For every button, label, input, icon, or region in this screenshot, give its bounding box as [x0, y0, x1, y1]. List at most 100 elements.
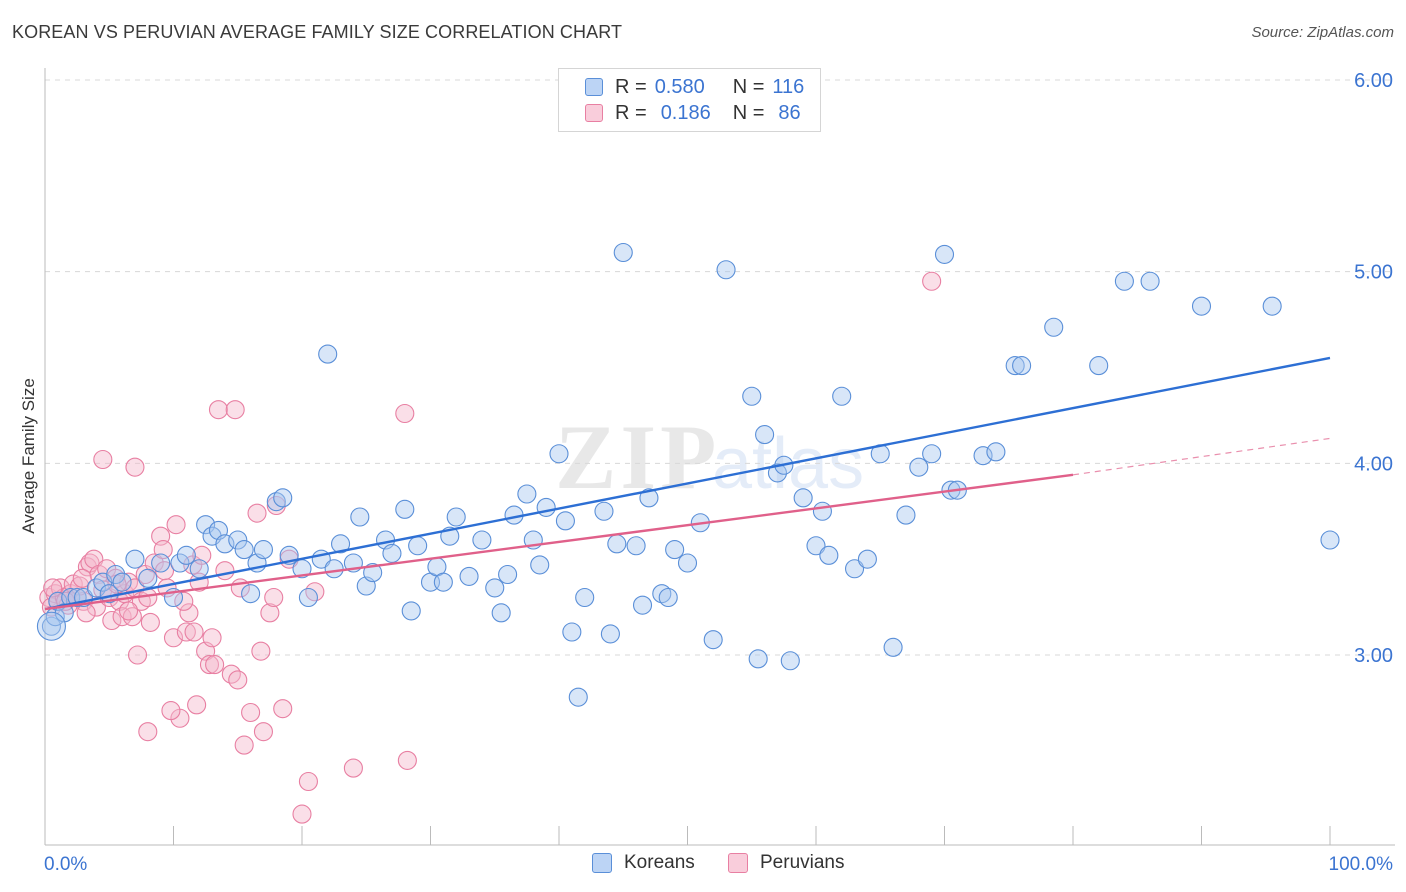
- r-label: R =: [615, 75, 647, 98]
- korean-point: [472, 530, 492, 550]
- korean-point: [176, 545, 196, 565]
- peruvian-point: [118, 601, 139, 621]
- korean-point: [517, 484, 537, 504]
- peruvian-point: [125, 457, 145, 477]
- peruvian-point: [264, 587, 284, 608]
- korean-point: [716, 260, 736, 280]
- peruvian-point: [298, 771, 318, 792]
- peruvian-point: [140, 612, 160, 632]
- korean-point: [742, 386, 762, 406]
- x-tick-label: 0.0%: [44, 854, 87, 875]
- peruvian-swatch: [728, 853, 748, 873]
- legend-row-koreans: R = 0.580 N = 116: [585, 74, 804, 100]
- korean-point: [594, 501, 614, 521]
- legend-item-peruvians: Peruvians: [728, 852, 845, 874]
- peruvian-point: [93, 449, 113, 470]
- legend-item-koreans: Koreans: [592, 852, 695, 874]
- peruvian-point: [234, 735, 254, 755]
- korean-point: [106, 564, 126, 585]
- korean-point: [1089, 356, 1109, 376]
- peruvian-trend-extension: [1072, 437, 1331, 476]
- y-tick-label: 5.00: [1354, 262, 1393, 284]
- peruvian-point: [228, 670, 248, 690]
- korean-point: [555, 511, 575, 531]
- korean-point: [41, 616, 61, 636]
- peruvian-point: [241, 702, 261, 723]
- korean-point: [632, 595, 653, 615]
- peruvian-point: [166, 515, 186, 535]
- peruvian-point: [251, 641, 271, 661]
- korean-point: [934, 244, 955, 264]
- peruvian-point: [102, 610, 122, 631]
- korean-point: [780, 651, 800, 671]
- korean-point: [677, 553, 698, 573]
- korean-point: [459, 566, 479, 586]
- peruvian-point: [397, 750, 417, 770]
- korean-point: [922, 444, 942, 464]
- korean-point: [568, 687, 588, 707]
- x-tick-label: 100.0%: [1329, 854, 1394, 875]
- korean-point: [446, 507, 466, 527]
- peruvian-point: [253, 722, 274, 742]
- korean-point: [819, 545, 839, 565]
- legend-label: Peruvians: [760, 852, 845, 873]
- korean-point: [812, 501, 832, 521]
- korean-point: [857, 549, 877, 569]
- korean-point: [1191, 296, 1212, 316]
- korean-point: [703, 630, 723, 650]
- korean-point: [536, 497, 556, 517]
- korean-point: [639, 488, 659, 508]
- watermark: ZIP atlas: [555, 406, 864, 508]
- n-label: N =: [732, 101, 765, 124]
- peruvian-point: [343, 758, 363, 778]
- korean-point: [215, 534, 235, 554]
- korean-point: [1114, 271, 1134, 291]
- korean-point: [896, 505, 916, 525]
- korean-point: [253, 540, 274, 560]
- peruvian-point: [187, 695, 207, 715]
- korean-point: [330, 534, 351, 554]
- source-label: Source: ZipAtlas.com: [1251, 24, 1394, 41]
- series-legend: Koreans Peruvians: [0, 852, 1406, 878]
- peruvian-point: [202, 628, 222, 648]
- peruvian-point: [215, 561, 235, 581]
- korean-point: [170, 553, 190, 573]
- y-tick-label: 3.00: [1354, 645, 1393, 667]
- korean-point: [549, 444, 569, 464]
- peruvian-point: [179, 603, 199, 623]
- korean-point: [806, 536, 826, 556]
- peruvian-point: [247, 503, 267, 523]
- korean-point: [36, 611, 66, 641]
- chart-title: KOREAN VS PERUVIAN AVERAGE FAMILY SIZE C…: [12, 22, 623, 42]
- korean-swatch: [592, 853, 612, 873]
- x-tick-labels: 0.0% 100.0%: [44, 854, 1393, 875]
- korean-point: [363, 563, 383, 583]
- peruvian-point: [84, 549, 104, 569]
- korean-point: [491, 603, 511, 623]
- korean-point: [228, 530, 248, 550]
- korean-point: [658, 587, 678, 608]
- korean-point: [151, 553, 171, 573]
- korean-point: [973, 446, 993, 466]
- n-label: N =: [732, 75, 765, 98]
- korean-point: [909, 457, 929, 477]
- axes: [44, 68, 1395, 846]
- korean-point: [189, 559, 209, 579]
- korean-trend-line: [44, 356, 1331, 611]
- korean-point: [196, 515, 216, 535]
- korean-point: [485, 578, 505, 598]
- korean-point: [986, 442, 1006, 462]
- korean-point: [408, 536, 428, 556]
- korean-point: [350, 507, 370, 527]
- korean-point: [1005, 356, 1025, 376]
- peruvian-point: [161, 701, 181, 721]
- korean-point: [241, 584, 261, 604]
- peruvian-point: [225, 400, 245, 420]
- korean-point: [844, 559, 865, 579]
- korean-point: [401, 601, 421, 621]
- peruvian-point: [163, 628, 184, 648]
- korean-point: [433, 572, 453, 592]
- peruvian-point: [127, 645, 148, 665]
- peruvian-point: [273, 699, 293, 719]
